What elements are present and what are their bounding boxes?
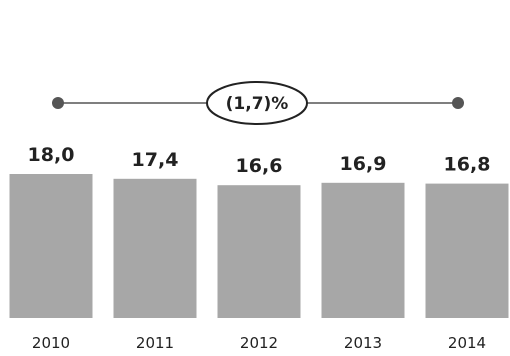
category-label-2013: 2013 (344, 334, 382, 352)
value-labels-group: 18,0 17,4 16,6 16,9 16,8 (28, 144, 491, 177)
category-label-2012: 2012 (240, 334, 278, 352)
value-label-2011: 17,4 (132, 149, 179, 171)
value-label-2012: 16,6 (236, 155, 283, 177)
bars-group (9, 174, 509, 318)
bar-2014 (425, 183, 509, 318)
value-label-2013: 16,9 (340, 153, 387, 175)
bar-2011 (113, 178, 197, 318)
value-label-2010: 18,0 (28, 144, 75, 166)
cagr-end-dot (452, 97, 464, 109)
bar-2013 (321, 182, 405, 318)
cagr-annotation: (1,7)% (52, 81, 464, 125)
value-label-2014: 16,8 (444, 154, 491, 176)
category-label-2011: 2011 (136, 334, 174, 352)
cagr-ellipse (206, 81, 308, 125)
bar-2010 (9, 174, 93, 318)
cagr-start-dot (52, 97, 64, 109)
category-label-2010: 2010 (32, 334, 70, 352)
category-labels-group: 2010 2011 2012 2013 2014 (32, 334, 486, 352)
cagr-label: (1,7)% (226, 94, 289, 114)
bar-2012 (217, 185, 301, 318)
category-label-2014: 2014 (448, 334, 486, 352)
